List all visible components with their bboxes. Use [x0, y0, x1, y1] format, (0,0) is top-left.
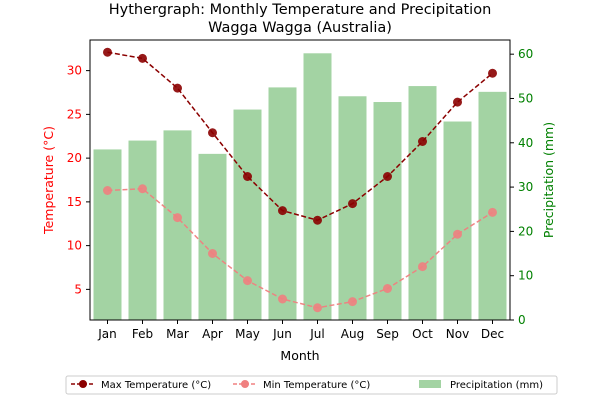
precipitation-bar-mar: [163, 130, 192, 320]
precipitation-bar-dec: [478, 91, 507, 320]
min-temp-point-sep: [383, 284, 392, 293]
y-left-tick-label-5: 5: [74, 282, 82, 296]
min-temp-point-dec: [488, 207, 497, 217]
max-temp-line: [107, 51, 493, 222]
legend-min-marker: [241, 380, 249, 388]
precipitation-bar-jan: [93, 149, 122, 320]
y-axis-label-right: Precipitation (mm): [541, 122, 556, 238]
max-temp-point-jun: [278, 206, 287, 216]
max-temp-point-jan: [103, 47, 112, 57]
temperature-lines: [103, 47, 497, 313]
x-tick-label-mar: Mar: [166, 327, 189, 341]
min-temp-point-nov: [453, 229, 462, 239]
legend-max-marker: [79, 380, 87, 388]
precipitation-bar-feb: [128, 140, 157, 320]
x-tick-label-apr: Apr: [202, 327, 223, 341]
max-temp-point-jul: [313, 215, 322, 225]
legend-max-label: Max Temperature (°C): [101, 380, 211, 391]
max-temp-point-mar: [173, 83, 182, 93]
y-axis-label-left: Temperature (°C): [41, 126, 56, 235]
max-temp-point-feb: [138, 53, 147, 63]
y-right-tick-label-60: 60: [518, 47, 533, 61]
y-left-tick-label-30: 30: [67, 64, 82, 78]
precipitation-bar-sep: [373, 102, 402, 320]
y-right-tick-label-50: 50: [518, 91, 533, 105]
y-right-tick-label-10: 10: [518, 269, 533, 283]
precipitation-bar-apr: [198, 153, 227, 320]
axes: Jan Feb Mar Apr May Jun Jul Aug Sep Oct Nov Dec 5 10 1…: [67, 39, 533, 341]
y-left-tick-label-25: 25: [67, 107, 82, 121]
min-temp-point-feb: [138, 184, 147, 194]
min-temp-point-jun: [278, 294, 287, 304]
legend-min-label: Min Temperature (°C): [263, 380, 370, 391]
precipitation-bar-jun: [268, 87, 297, 320]
y-left-tick-label-15: 15: [67, 195, 82, 209]
max-temp-point-nov: [453, 97, 462, 107]
y-left-tick-label-10: 10: [67, 239, 82, 253]
y-right-tick-label-30: 30: [518, 180, 533, 194]
precipitation-bar-may: [233, 109, 262, 320]
x-tick-label-dec: Dec: [481, 327, 504, 341]
precipitation-bar-jul: [303, 53, 332, 320]
y-right-tick-label-0: 0: [518, 313, 526, 327]
plot-frame: [89, 39, 511, 321]
max-temp-point-sep: [383, 172, 392, 181]
max-temp-point-oct: [418, 137, 427, 146]
x-tick-label-jul: Jul: [309, 327, 324, 341]
x-tick-label-sep: Sep: [376, 327, 399, 341]
legend-precip-label: Precipitation (mm): [450, 380, 543, 391]
min-temp-point-jul: [313, 303, 322, 313]
min-temp-point-mar: [173, 213, 182, 223]
x-tick-label-feb: Feb: [132, 327, 153, 341]
y-left-tick-label-20: 20: [67, 151, 82, 165]
max-temp-point-may: [243, 172, 252, 181]
min-temp-point-jan: [103, 186, 112, 195]
max-temp-point-dec: [488, 68, 497, 78]
min-temp-point-may: [243, 276, 252, 286]
min-temp-point-oct: [418, 262, 427, 272]
precipitation-bar-nov: [443, 121, 472, 321]
chart-subtitle: Wagga Wagga (Australia): [208, 20, 392, 36]
precipitation-bar-aug: [338, 96, 367, 320]
min-temp-point-apr: [208, 249, 217, 258]
max-temp-point-apr: [208, 128, 217, 138]
precipitation-bar-oct: [408, 86, 437, 320]
x-axis-label: Month: [280, 348, 319, 363]
legend: Max Temperature (°C) Min Temperature (°C…: [65, 375, 558, 395]
x-tick-label-may: May: [235, 327, 260, 341]
y-right-tick-label-40: 40: [518, 136, 533, 150]
min-temp-point-aug: [348, 297, 357, 307]
max-temp-point-aug: [348, 199, 357, 209]
x-tick-label-oct: Oct: [412, 327, 433, 341]
x-tick-label-jun: Jun: [272, 327, 292, 341]
legend-precip-swatch: [419, 380, 441, 388]
y-right-tick-label-20: 20: [518, 224, 533, 238]
x-tick-label-nov: Nov: [446, 327, 469, 341]
chart-title: Hythergraph: Monthly Temperature and Pre…: [109, 2, 492, 18]
x-tick-label-jan: Jan: [97, 327, 117, 341]
x-tick-label-aug: Aug: [341, 327, 364, 341]
precipitation-bars: [93, 53, 507, 321]
